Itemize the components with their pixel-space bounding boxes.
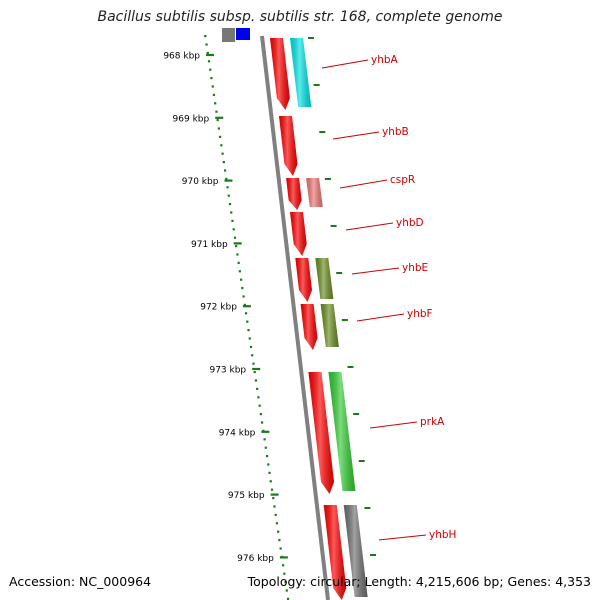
gene-label-leader: [332, 131, 380, 140]
gene-label-leader: [369, 421, 418, 429]
features[interactable]: [222, 28, 368, 600]
gene-labels: yhbA yhbB cspR yhbD yhbE yhbF prkA yhbH: [321, 54, 456, 541]
gene-cspR[interactable]: [286, 178, 323, 210]
gene-label[interactable]: prkA: [420, 416, 445, 428]
backbone-line: [260, 35, 330, 600]
ruler-label: 970 kbp: [182, 177, 219, 187]
gene-label[interactable]: yhbE: [402, 262, 428, 274]
ruler-label: 974 kbp: [219, 428, 256, 438]
gene-label[interactable]: yhbB: [382, 126, 409, 138]
gene-label[interactable]: yhbF: [407, 308, 433, 320]
ruler-label: 969 kbp: [173, 114, 210, 124]
gene-label[interactable]: yhbD: [396, 217, 424, 229]
genome-summary-text: Topology: circular; Length: 4,215,606 bp…: [247, 574, 591, 589]
gene-yhbD[interactable]: [290, 212, 307, 256]
accession-text: Accession: NC_000964: [9, 574, 152, 589]
map-title: Bacillus subtilis subsp. subtilis str. 1…: [97, 9, 503, 25]
gene-label-leader: [351, 267, 400, 275]
gene-yhbB[interactable]: [278, 116, 298, 176]
gene-label-leader: [356, 313, 405, 322]
ruler-label: 968 kbp: [163, 52, 200, 62]
gene-yhbF[interactable]: [300, 304, 339, 350]
gene-prkA[interactable]: [308, 372, 356, 494]
gene-label-leader: [339, 179, 388, 189]
gray-feature[interactable]: [222, 28, 235, 42]
gene-label[interactable]: cspR: [390, 174, 415, 186]
blue-feature[interactable]: [236, 28, 250, 40]
gene-label[interactable]: yhbA: [371, 54, 399, 66]
gene-label-leader: [321, 59, 369, 69]
gene-label-leader: [378, 534, 427, 541]
ruler-label: 976 kbp: [237, 554, 274, 564]
gene-label-leader: [345, 222, 394, 231]
gene-label[interactable]: yhbH: [429, 529, 456, 541]
ruler-label: 971 kbp: [191, 240, 228, 250]
ruler-label: 972 kbp: [200, 303, 237, 313]
gene-yhbH[interactable]: [323, 505, 368, 600]
ruler-label: 975 kbp: [228, 491, 265, 501]
ruler: 968 kbp 969 kbp 970 kbp 971 kbp 972 kbp 973 k…: [163, 35, 377, 600]
ruler-label: 973 kbp: [209, 366, 246, 376]
backbone: [260, 35, 330, 600]
gene-yhbE[interactable]: [295, 258, 334, 302]
gene-yhbA[interactable]: [270, 38, 312, 110]
